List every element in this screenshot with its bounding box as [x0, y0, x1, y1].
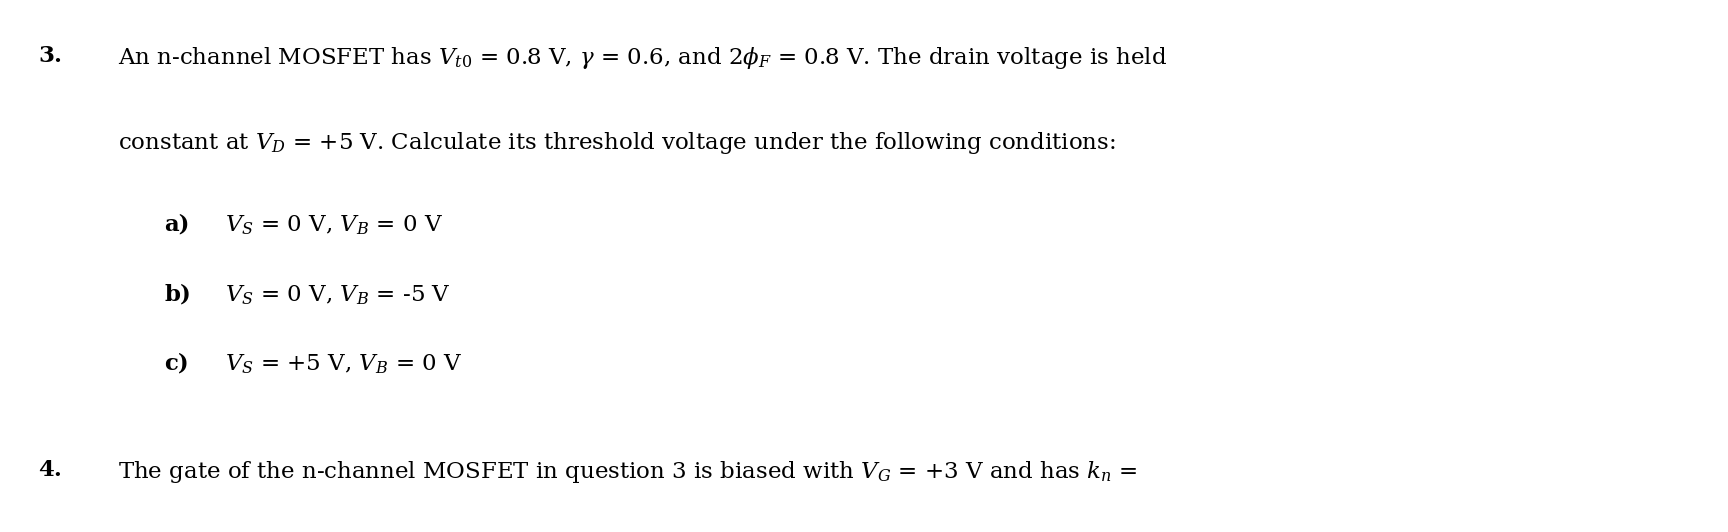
Text: $V_S$ = 0 V, $V_B$ = -5 V: $V_S$ = 0 V, $V_B$ = -5 V [225, 283, 451, 306]
Text: c): c) [164, 352, 188, 374]
Text: An n-channel MOSFET has $V_{t0}$ = 0.8 V, $\gamma$ = 0.6, and $2\phi_F$ = 0.8 V.: An n-channel MOSFET has $V_{t0}$ = 0.8 V… [118, 45, 1166, 71]
Text: constant at $V_D$ = +5 V. Calculate its threshold voltage under the following co: constant at $V_D$ = +5 V. Calculate its … [118, 130, 1115, 156]
Text: $V_S$ = +5 V, $V_B$ = 0 V: $V_S$ = +5 V, $V_B$ = 0 V [225, 352, 461, 376]
Text: $V_S$ = 0 V, $V_B$ = 0 V: $V_S$ = 0 V, $V_B$ = 0 V [225, 214, 442, 237]
Text: 3.: 3. [38, 45, 62, 67]
Text: b): b) [164, 283, 190, 305]
Text: The gate of the n-channel MOSFET in question 3 is biased with $V_G$ = +3 V and h: The gate of the n-channel MOSFET in ques… [118, 459, 1137, 485]
Text: a): a) [164, 214, 190, 236]
Text: 4.: 4. [38, 459, 62, 480]
